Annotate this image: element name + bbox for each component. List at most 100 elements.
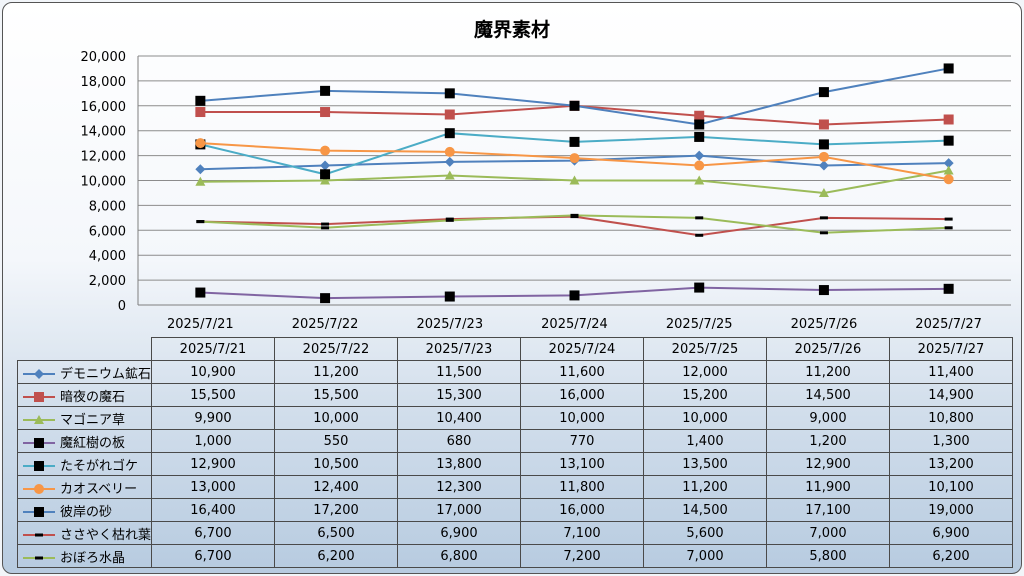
legend-entry: おぼろ水晶 — [16, 544, 153, 568]
data-point — [445, 218, 454, 222]
data-point — [943, 283, 954, 294]
data-point — [195, 95, 206, 106]
y-tick-label: 20,000 — [81, 50, 127, 65]
legend-entry: マゴニア草 — [16, 406, 153, 430]
y-tick-label: 2,000 — [89, 274, 126, 289]
data-point — [818, 119, 829, 130]
legend-key — [23, 415, 55, 424]
data-point — [694, 282, 705, 293]
line-chart: 0 2,000 4,000 6,000 8,000 10,000 12,000 14,000 1… — [81, 50, 1011, 332]
data-point — [569, 290, 580, 301]
data-label: 1,300 — [889, 429, 1014, 453]
data-label: 680 — [397, 429, 522, 453]
data-label: 9,000 — [766, 406, 891, 430]
data-label: 10,900 — [151, 360, 276, 384]
data-label: 16,400 — [151, 498, 276, 522]
table-row: デモニウム鉱石 10,900 11,200 11,500 11,600 12,000 11,… — [16, 360, 1014, 384]
data-label: 13,800 — [397, 452, 522, 476]
table-corner — [18, 338, 152, 361]
legend-key — [23, 392, 55, 402]
data-point — [818, 160, 829, 171]
legend-label: ささやく枯れ葉 — [60, 527, 152, 543]
data-label: 12,300 — [397, 475, 522, 499]
legend-label: おぼろ水晶 — [60, 550, 126, 566]
data-label: 10,100 — [889, 475, 1014, 499]
data-point — [444, 156, 455, 167]
data-point — [695, 233, 704, 237]
data-label: 1,400 — [643, 429, 768, 453]
data-point — [819, 216, 828, 220]
data-label: 7,000 — [643, 544, 768, 568]
data-point — [320, 293, 331, 304]
data-label: 16,000 — [520, 498, 645, 522]
data-label: 7,100 — [520, 521, 645, 545]
data-label: 11,200 — [766, 360, 891, 384]
legend-key — [23, 533, 55, 537]
data-point — [444, 109, 455, 120]
data-label: 12,900 — [151, 452, 276, 476]
data-label: 12,400 — [274, 475, 399, 499]
data-point — [694, 131, 705, 142]
legend-key — [23, 461, 55, 471]
table-row: 彼岸の砂 16,400 17,200 17,000 16,000 14,500 17,100… — [16, 498, 1014, 522]
data-label: 10,000 — [520, 406, 645, 430]
table-row: ささやく枯れ葉 6,700 6,500 6,900 7,100 5,600 7,000 6,9… — [16, 521, 1014, 545]
table-column-header: 2025/7/24 — [520, 337, 645, 361]
data-point — [694, 119, 705, 130]
data-point — [195, 287, 206, 298]
data-label: 14,500 — [643, 498, 768, 522]
data-label: 13,200 — [889, 452, 1014, 476]
data-point — [320, 107, 331, 118]
data-label: 6,700 — [151, 544, 276, 568]
data-label: 17,000 — [397, 498, 522, 522]
data-point — [944, 217, 953, 221]
data-point — [694, 160, 705, 171]
legend-entry: ささやく枯れ葉 — [16, 521, 153, 545]
data-label: 10,000 — [274, 406, 399, 430]
data-label: 15,200 — [643, 383, 768, 407]
x-tick-label: 2025/7/24 — [541, 317, 608, 332]
data-label: 5,600 — [643, 521, 768, 545]
table-column-header: 2025/7/27 — [889, 337, 1014, 361]
data-label: 6,900 — [397, 521, 522, 545]
data-point — [818, 87, 829, 98]
table-row: 暗夜の魔石 15,500 15,500 15,300 16,000 15,200 14,50… — [16, 383, 1014, 407]
data-label: 9,900 — [151, 406, 276, 430]
data-label: 12,000 — [643, 360, 768, 384]
data-label: 5,800 — [766, 544, 891, 568]
data-point — [321, 226, 330, 230]
table-row: カオスベリー 13,000 12,400 12,300 11,800 11,200 11,9… — [16, 475, 1014, 499]
y-tick-label: 0 — [118, 299, 126, 314]
legend-key — [23, 484, 55, 494]
data-label: 13,500 — [643, 452, 768, 476]
data-point — [818, 139, 829, 150]
x-tick-label: 2025/7/26 — [791, 317, 858, 332]
legend-key — [23, 438, 55, 448]
legend-label: 魔紅樹の板 — [60, 435, 126, 451]
x-tick-label: 2025/7/27 — [915, 317, 982, 332]
data-point — [195, 138, 206, 149]
data-point — [195, 164, 206, 175]
data-label: 15,500 — [151, 383, 276, 407]
legend-entry: 魔紅樹の板 — [16, 429, 153, 453]
table-row: おぼろ水晶 6,700 6,200 6,800 7,200 7,000 5,800 6,200 — [16, 544, 1014, 568]
data-point — [569, 136, 580, 147]
data-label: 17,200 — [274, 498, 399, 522]
data-point — [444, 291, 455, 302]
data-point — [694, 150, 705, 161]
data-point — [320, 169, 331, 180]
x-tick-label: 2025/7/25 — [666, 317, 733, 332]
data-point — [943, 165, 954, 175]
data-label: 6,200 — [274, 544, 399, 568]
data-label: 14,500 — [766, 383, 891, 407]
data-label: 11,900 — [766, 475, 891, 499]
data-label: 6,500 — [274, 521, 399, 545]
data-label: 10,400 — [397, 406, 522, 430]
data-point — [569, 100, 580, 111]
data-point — [195, 176, 206, 186]
data-label: 19,000 — [889, 498, 1014, 522]
y-tick-label: 6,000 — [89, 224, 126, 239]
data-point — [818, 151, 829, 162]
data-label: 13,000 — [151, 475, 276, 499]
data-label: 13,100 — [520, 452, 645, 476]
